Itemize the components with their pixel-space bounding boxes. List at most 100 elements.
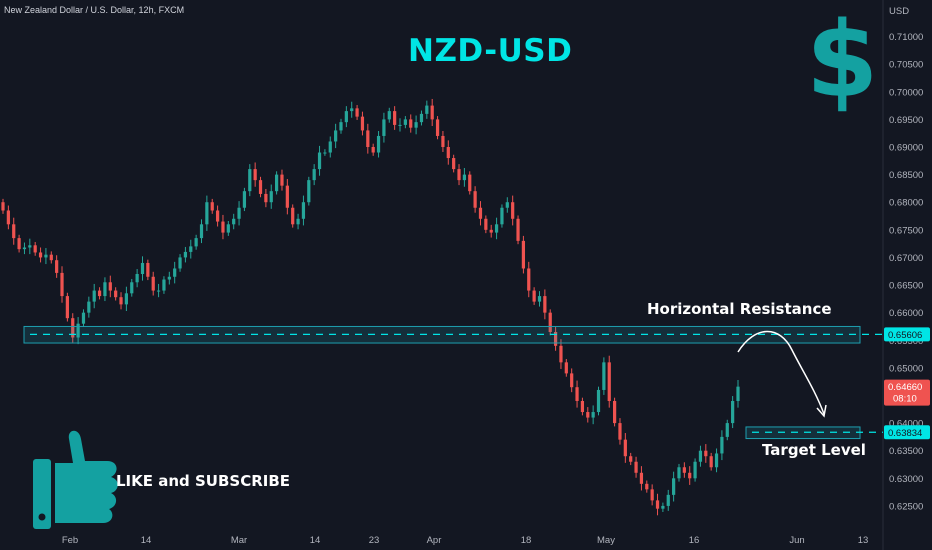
candle-body [312, 169, 316, 181]
price-tick-label: 0.63000 [889, 474, 923, 485]
price-tick-label: 0.65000 [889, 363, 923, 374]
candle-body [215, 210, 220, 222]
level-zones [23, 325, 883, 440]
candle-body [688, 472, 692, 479]
candle-body [580, 401, 585, 413]
candle-body [446, 147, 450, 159]
candle-body [650, 489, 654, 501]
candle-body [387, 111, 391, 120]
candle-body [1, 202, 5, 211]
candle-body [612, 401, 617, 424]
time-tick-label: May [597, 535, 615, 546]
time-axis[interactable]: Feb 14 Mar 14 23 Apr 18 May 16 Jun 13 [62, 535, 868, 546]
candle-body [285, 185, 289, 208]
candle-body [22, 247, 27, 250]
candle-body [500, 207, 504, 225]
candle-body [430, 105, 434, 120]
candle-body [478, 207, 483, 219]
candle-body [103, 282, 107, 297]
candle-body [124, 293, 129, 305]
dollar-sign-icon: $ [806, 0, 879, 121]
time-tick-label: 16 [689, 535, 700, 546]
candle-body [639, 472, 644, 484]
candle-body [151, 276, 155, 291]
candle-body [97, 290, 102, 297]
candle-body [704, 450, 708, 457]
candle-body [156, 290, 161, 292]
candle-body [414, 122, 418, 128]
candle-body [618, 423, 622, 440]
resistance-price-tag-text: 0.65606 [888, 330, 922, 341]
candle-body [205, 202, 209, 225]
level-zone [23, 325, 861, 344]
candle-body [264, 193, 268, 203]
candle-body [629, 456, 633, 462]
price-tick-label: 0.66000 [889, 308, 923, 319]
price-tick-label: 0.71000 [889, 32, 923, 43]
last-price-tag [884, 379, 930, 406]
candle-body [140, 262, 145, 274]
target-price-tag [884, 425, 930, 440]
candle-body [698, 450, 703, 462]
candle-body [344, 111, 348, 123]
candle-body [33, 245, 37, 253]
candle-body [537, 296, 542, 302]
price-tick-label: 0.68500 [889, 170, 923, 181]
candle-body [17, 238, 21, 250]
price-tick-label: 0.68000 [889, 198, 923, 209]
countdown-text: 08:10 [893, 394, 917, 405]
candle-body [452, 158, 456, 170]
candle-body [521, 240, 526, 269]
candle-body [221, 221, 225, 233]
candle-body [398, 124, 402, 126]
candle-body [527, 268, 531, 291]
candle-body [511, 202, 515, 219]
time-tick-label: Jun [789, 535, 804, 546]
time-tick-label: 23 [369, 535, 380, 546]
time-tick-label: Apr [427, 535, 442, 546]
candle-body [489, 229, 493, 233]
resistance-price-tag [884, 327, 930, 342]
candle-body [457, 169, 461, 181]
candle-body [634, 461, 638, 473]
candle-body [65, 296, 69, 319]
price-tick-label: 0.70500 [889, 60, 923, 71]
candle-body [371, 147, 375, 153]
price-tick-label: 0.66500 [889, 281, 923, 292]
candle-body [720, 436, 724, 454]
candle-body [114, 290, 118, 298]
candle-body [548, 312, 552, 332]
candle-body [6, 210, 10, 225]
candle-body [435, 119, 440, 136]
candle-body [71, 318, 75, 338]
candle-body [366, 130, 370, 147]
candle-body [49, 254, 53, 261]
candle-body [355, 108, 359, 117]
candle-body [178, 257, 182, 269]
candle-body [403, 119, 407, 125]
time-tick-label: 13 [858, 535, 869, 546]
candle-body [586, 412, 590, 418]
candle-body [173, 268, 177, 277]
candle-body [183, 251, 188, 258]
thumbs-up-icon [33, 430, 118, 529]
level-zone [745, 426, 861, 440]
candle-body [146, 262, 150, 277]
candle-body [360, 116, 365, 131]
price-tick-label: 0.70000 [889, 87, 923, 98]
candle-body [645, 483, 649, 490]
candle-body [269, 191, 273, 203]
candle-body [553, 331, 558, 346]
candle-body [484, 218, 488, 230]
candle-body [317, 152, 322, 170]
projection-arrow-path [737, 330, 825, 415]
price-tick-label: 0.64000 [889, 419, 923, 430]
price-tick-label: 0.62500 [889, 501, 923, 512]
candles [1, 98, 740, 516]
last-price-text: 0.64660 [888, 382, 922, 393]
like-subscribe-text: LIKE and SUBSCRIBE [116, 472, 291, 490]
symbol-header: New Zealand Dollar / U.S. Dollar, 12h, F… [4, 5, 185, 15]
candle-body [677, 467, 681, 479]
